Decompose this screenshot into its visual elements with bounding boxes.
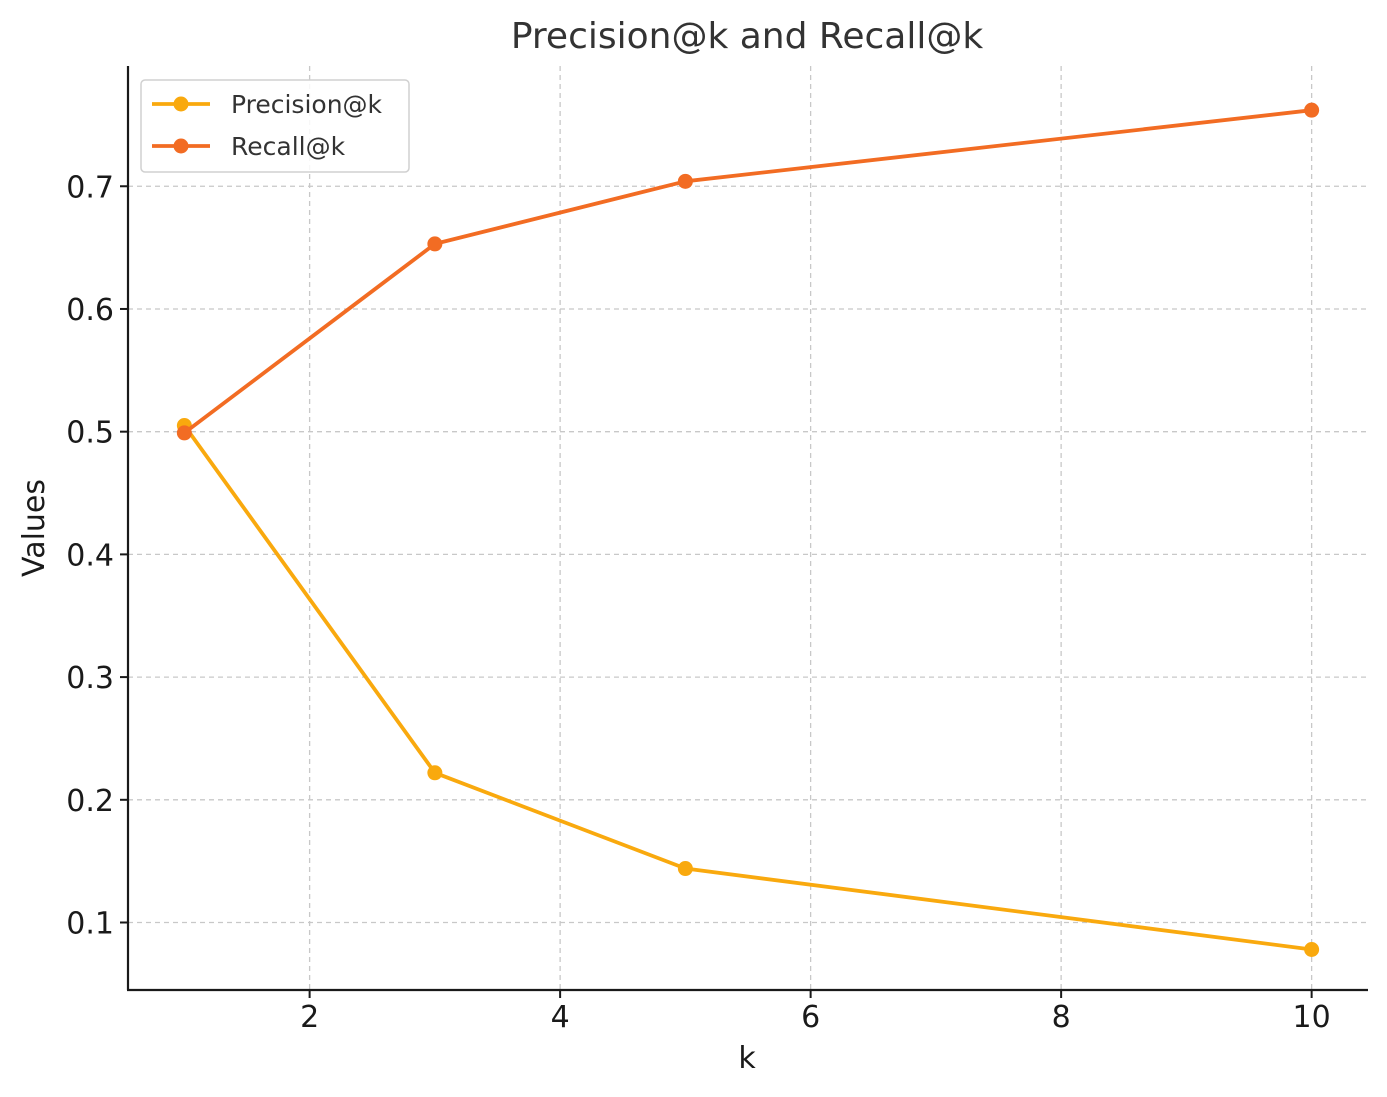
y-tick-label: 0.3 — [66, 661, 114, 696]
x-axis-label: k — [738, 1041, 756, 1076]
ticks: 2 4 6 8 10 0.1 0.2 0.3 0.4 0.5 0.6 0.7 — [66, 170, 1330, 1035]
chart-title: Precision@k and Recall@k — [511, 16, 983, 57]
data-point — [1304, 102, 1320, 118]
y-axis-label: Values — [17, 479, 52, 577]
grid — [128, 66, 1368, 990]
y-tick-label: 0.6 — [66, 293, 114, 328]
data-point — [427, 236, 443, 252]
x-tick-label: 10 — [1293, 1000, 1331, 1035]
series-0 — [176, 418, 1320, 958]
legend: Precision@k Recall@k — [140, 79, 410, 173]
x-tick-label: 2 — [300, 1000, 319, 1035]
data-point — [677, 173, 693, 189]
y-tick-label: 0.1 — [66, 907, 114, 942]
data-point — [677, 861, 693, 877]
series-1 — [176, 102, 1320, 441]
data-point — [1304, 942, 1320, 958]
legend-marker — [173, 138, 189, 154]
y-tick-label: 0.5 — [66, 416, 114, 451]
legend-label: Recall@k — [231, 132, 346, 161]
legend-item: Recall@k — [152, 132, 346, 161]
data-point — [427, 765, 443, 781]
series-line — [182, 423, 1314, 952]
x-tick-label: 8 — [1052, 1000, 1071, 1035]
legend-label: Precision@k — [231, 90, 383, 119]
legend-item: Precision@k — [152, 90, 383, 119]
y-tick-label: 0.2 — [66, 784, 114, 819]
series — [176, 102, 1320, 958]
series-line — [182, 108, 1314, 435]
data-point — [176, 425, 192, 441]
x-tick-label: 6 — [801, 1000, 820, 1035]
y-tick-label: 0.7 — [66, 170, 114, 205]
y-tick-label: 0.4 — [66, 538, 114, 573]
legend-marker — [173, 96, 189, 112]
x-tick-label: 4 — [551, 1000, 570, 1035]
